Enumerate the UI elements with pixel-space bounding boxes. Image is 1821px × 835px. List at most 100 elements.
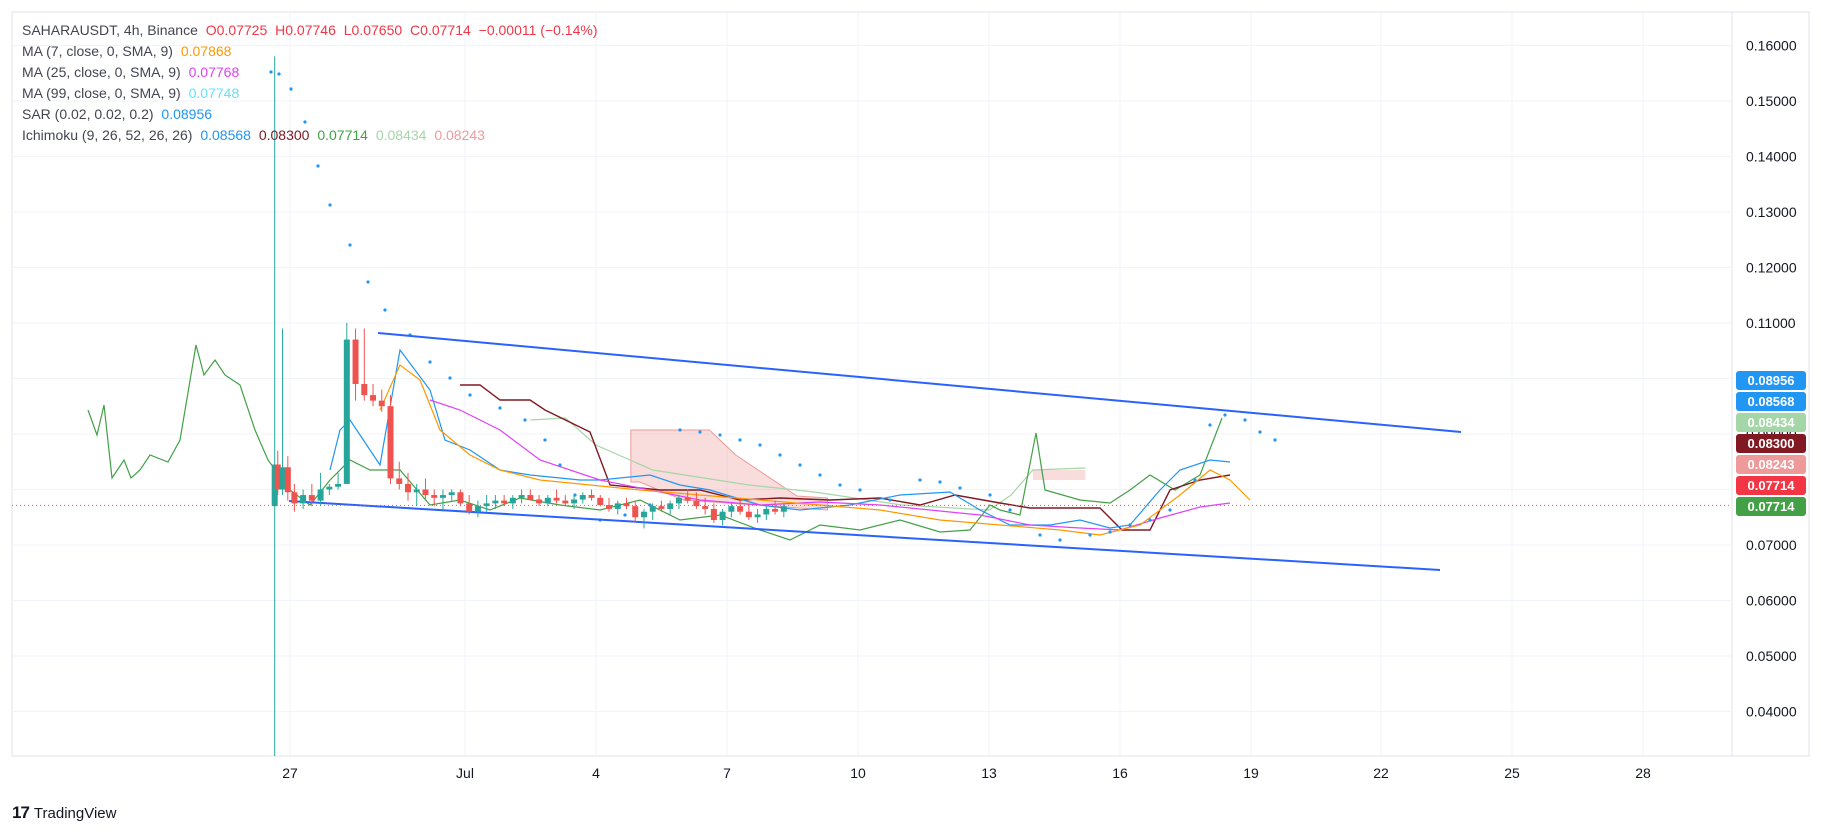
candle-body: [527, 495, 534, 500]
candle-body: [308, 495, 315, 501]
ichimoku-base-line: [460, 384, 1231, 531]
sar-dot: [1193, 478, 1197, 482]
sar-dot: [1258, 430, 1262, 434]
ma99-row[interactable]: MA (99, close, 0, SMA, 9) 0.07748: [22, 83, 602, 104]
tradingview-logo-icon: 17: [12, 803, 30, 822]
candle-body: [291, 492, 298, 504]
sar-dot: [798, 463, 802, 467]
ma7-label: MA (7, close, 0, SMA, 9): [22, 43, 173, 59]
close-value: C0.07714: [410, 22, 471, 38]
candle-body: [553, 497, 560, 501]
candle-body: [474, 506, 481, 512]
sar-dot: [718, 433, 722, 437]
low-value: L0.07650: [343, 22, 403, 38]
sar-dot: [348, 243, 352, 247]
y-tick-label: 0.06000: [1746, 593, 1797, 609]
candle-body: [335, 483, 342, 487]
candle-body: [501, 500, 508, 504]
candle-body: [640, 511, 647, 518]
candle-body: [274, 464, 281, 490]
candle-body: [702, 506, 709, 509]
sar-label: SAR (0.02, 0.02, 0.2): [22, 106, 154, 122]
y-tick-label: 0.05000: [1746, 648, 1797, 664]
x-tick-label: 27: [282, 765, 298, 781]
sar-dot: [1128, 523, 1132, 527]
sar-dot: [818, 473, 822, 477]
candle-body: [448, 492, 455, 496]
sar-dot: [958, 486, 962, 490]
candle-body: [614, 503, 621, 509]
candle-body: [579, 495, 586, 500]
candle-body: [536, 499, 543, 504]
ma99-value: 0.07748: [188, 85, 240, 101]
candle-body: [439, 495, 446, 498]
sar-dot: [1008, 508, 1012, 512]
sar-row[interactable]: SAR (0.02, 0.02, 0.2) 0.08956: [22, 104, 602, 125]
ma25-row[interactable]: MA (25, close, 0, SMA, 9) 0.07768: [22, 62, 602, 83]
ohlc-row: SAHARAUSDT, 4h, Binance O0.07725 H0.0774…: [22, 20, 602, 41]
candle-body: [562, 500, 569, 504]
sar-dot: [558, 463, 562, 467]
candle-body: [728, 506, 735, 512]
y-tick-label: 0.07000: [1746, 537, 1797, 553]
candle-body: [649, 506, 656, 512]
candle-body: [387, 406, 394, 479]
sar-dot: [918, 478, 922, 482]
sar-dot: [498, 406, 502, 410]
x-tick-label: 25: [1504, 765, 1520, 781]
sar-dot: [269, 70, 273, 74]
ichimoku-lead-b-value: 0.08243: [434, 127, 485, 143]
candle-body: [754, 514, 761, 518]
candle-body: [343, 339, 350, 484]
sar-dot: [858, 488, 862, 492]
upper-trendline: [377, 332, 1462, 433]
ichimoku-lagging-line: [87, 344, 1223, 541]
ma7-row[interactable]: MA (7, close, 0, SMA, 9) 0.07868: [22, 41, 602, 62]
ichimoku-cloud-forward: [1032, 470, 1086, 480]
price-tag: 0.08243: [1736, 455, 1806, 474]
tradingview-brand[interactable]: 17 TradingView: [12, 803, 116, 823]
y-tick-label: 0.13000: [1746, 204, 1797, 220]
candle-body: [370, 395, 377, 401]
sar-dot: [448, 376, 452, 380]
x-tick-label: 28: [1635, 765, 1651, 781]
y-tick-label: 0.12000: [1746, 259, 1797, 275]
sar-dot: [523, 418, 527, 422]
change-value: −0.00011 (−0.14%): [478, 22, 598, 38]
ma25-label: MA (25, close, 0, SMA, 9): [22, 64, 181, 80]
candle-body: [404, 483, 411, 493]
candle-body: [684, 497, 691, 501]
plot-frame: [11, 11, 1810, 757]
sar-dot: [648, 503, 652, 507]
sar-dot: [383, 308, 387, 312]
price-tag: 0.07714: [1736, 497, 1806, 516]
x-tick-label: 10: [850, 765, 866, 781]
ma7-line: [379, 364, 1251, 536]
candle-body: [693, 500, 700, 507]
candle-body: [457, 492, 464, 504]
y-tick-label: 0.15000: [1746, 93, 1797, 109]
x-tick-label: 13: [981, 765, 997, 781]
y-tick-label: 0.11000: [1746, 315, 1796, 331]
sar-dot: [678, 428, 682, 432]
sar-dot: [758, 443, 762, 447]
x-tick-label: Jul: [456, 765, 474, 781]
ichimoku-label: Ichimoku (9, 26, 52, 26, 26): [22, 127, 193, 143]
candle-body: [588, 495, 595, 498]
open-value: O0.07725: [205, 22, 268, 38]
ichimoku-row[interactable]: Ichimoku (9, 26, 52, 26, 26) 0.08568 0.0…: [22, 125, 602, 146]
x-tick-label: 7: [723, 765, 731, 781]
sar-dot: [698, 430, 702, 434]
sar-dot: [328, 203, 332, 207]
candle-body: [745, 511, 752, 518]
sar-value: 0.08956: [161, 106, 213, 122]
sar-dot: [316, 164, 320, 168]
candle-body: [518, 495, 525, 498]
sar-dot: [838, 483, 842, 487]
candle-body: [492, 500, 499, 504]
sar-dot: [1208, 423, 1212, 427]
ichimoku-lead-a-line: [530, 417, 1086, 511]
candle-body: [675, 497, 682, 504]
price-tag: 0.07714: [1736, 476, 1806, 495]
sar-dot: [1038, 533, 1042, 537]
